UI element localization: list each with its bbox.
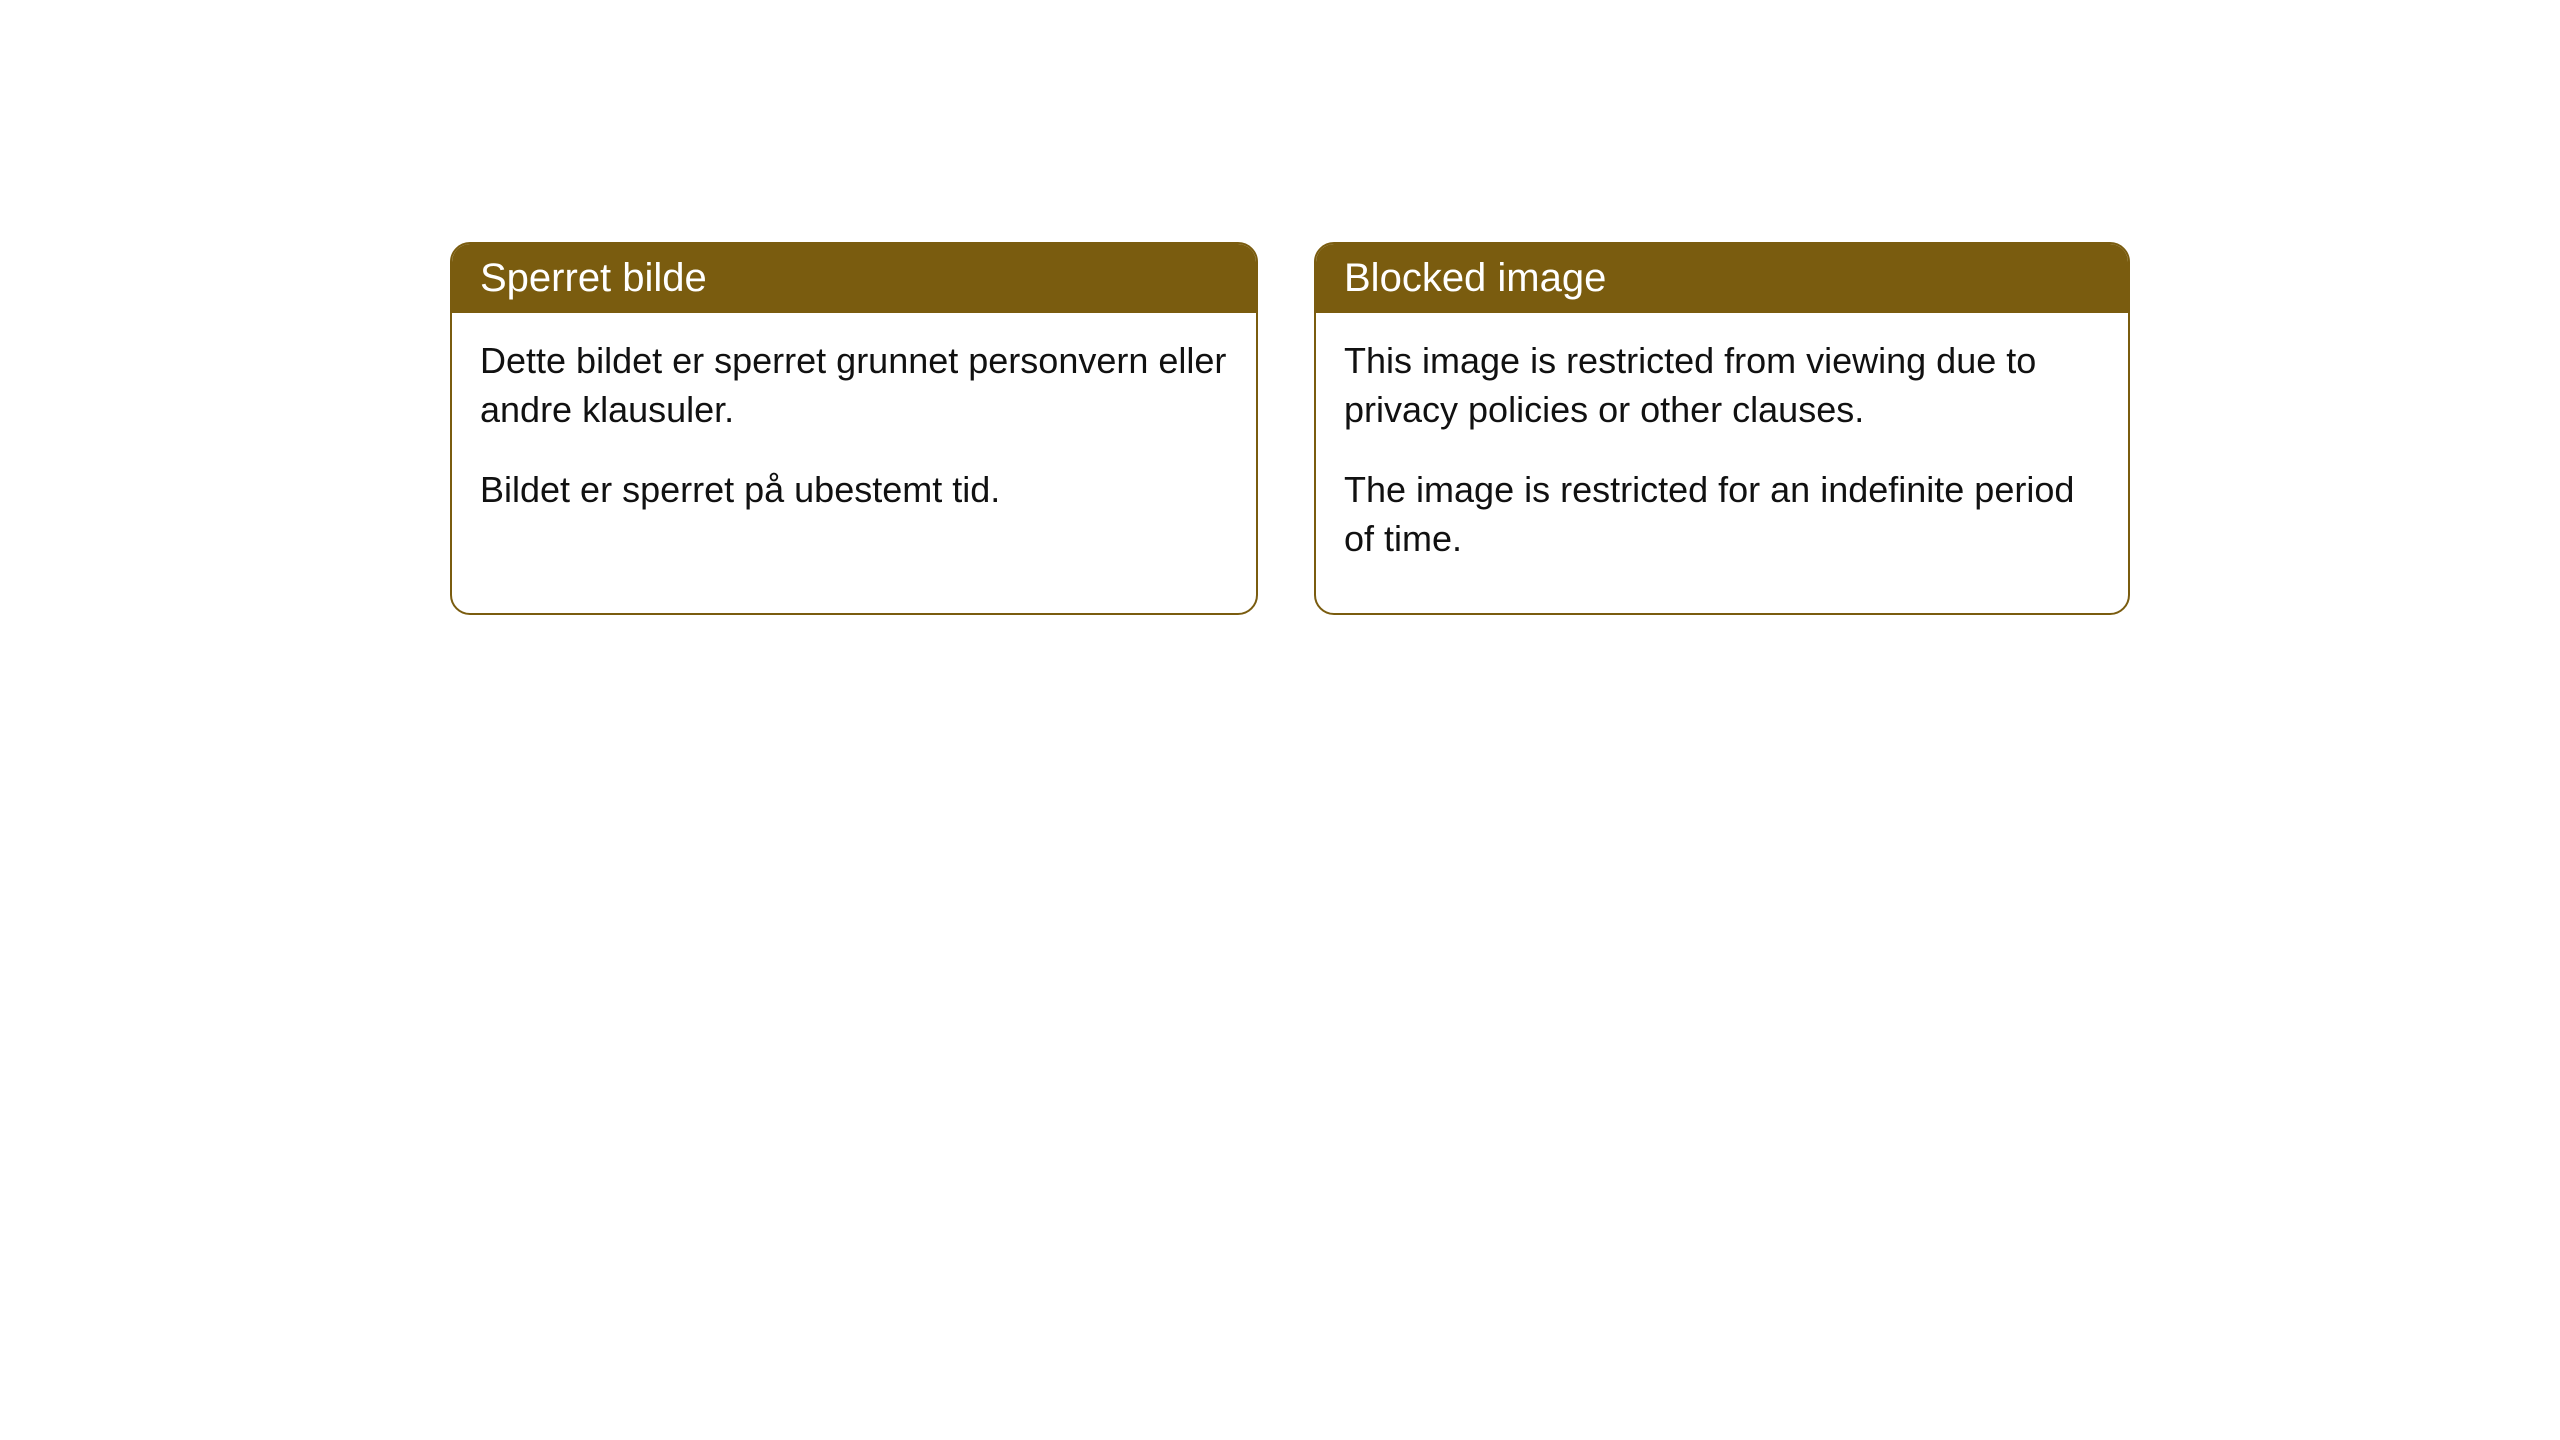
card-para2-no: Bildet er sperret på ubestemt tid. xyxy=(480,466,1228,515)
card-body-en: This image is restricted from viewing du… xyxy=(1316,313,2128,613)
card-para1-en: This image is restricted from viewing du… xyxy=(1344,337,2100,434)
card-title-no: Sperret bilde xyxy=(452,244,1256,313)
card-title-en: Blocked image xyxy=(1316,244,2128,313)
cards-container: Sperret bilde Dette bildet er sperret gr… xyxy=(450,242,2130,615)
card-para2-en: The image is restricted for an indefinit… xyxy=(1344,466,2100,563)
blocked-image-card-no: Sperret bilde Dette bildet er sperret gr… xyxy=(450,242,1258,615)
card-body-no: Dette bildet er sperret grunnet personve… xyxy=(452,313,1256,565)
card-para1-no: Dette bildet er sperret grunnet personve… xyxy=(480,337,1228,434)
blocked-image-card-en: Blocked image This image is restricted f… xyxy=(1314,242,2130,615)
